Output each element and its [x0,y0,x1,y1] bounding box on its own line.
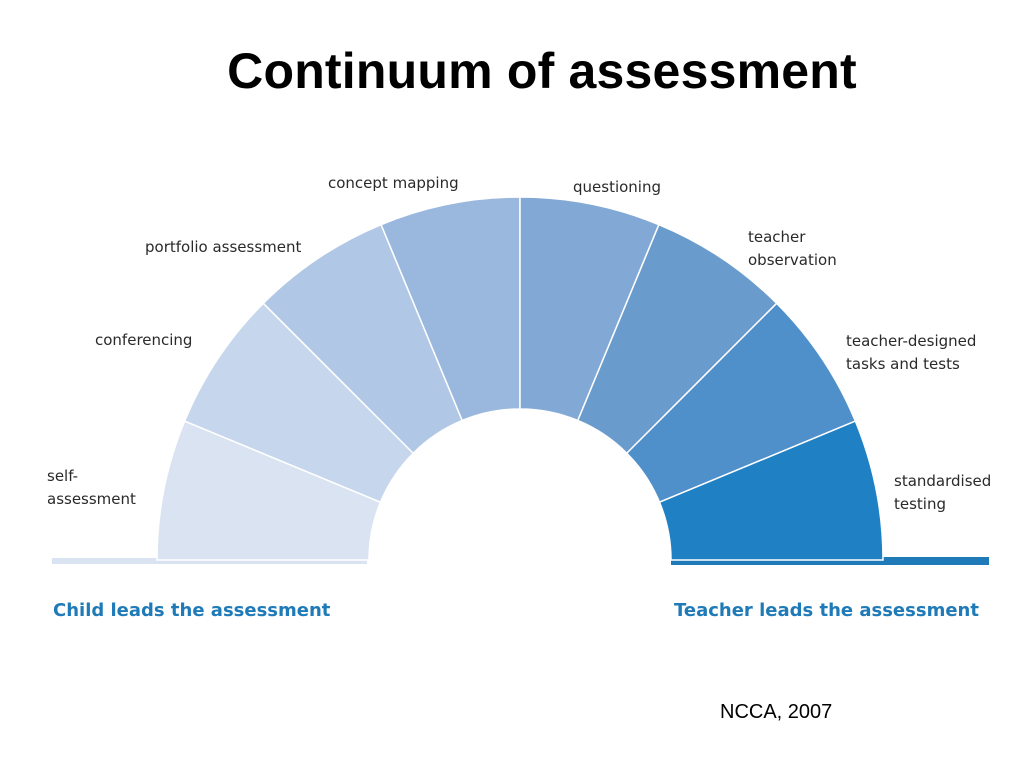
segment-label: portfolio assessment [145,238,302,256]
slide-title: Continuum of assessment [227,43,857,99]
segment-label: concept mapping [328,174,459,192]
segment-label: questioning [573,178,661,196]
segment-label: self-assessment [47,467,136,508]
arc-segments [156,196,884,561]
teacher-leads-label: Teacher leads the assessment [674,600,979,621]
left-baseline-bar [52,558,367,564]
citation: NCCA, 2007 [720,701,833,723]
segment-label: conferencing [95,331,192,349]
segment-labels: self-assessment conferencing portfolio ass… [47,174,991,513]
right-baseline-bar [671,557,989,565]
arc-segment [658,420,884,561]
segment-label: teacher-designed tasks and tests [846,332,976,373]
segment-label: teacher observation [748,228,837,269]
segment-label: standardised testing [894,472,991,513]
child-leads-label: Child leads the assessment [53,600,331,621]
